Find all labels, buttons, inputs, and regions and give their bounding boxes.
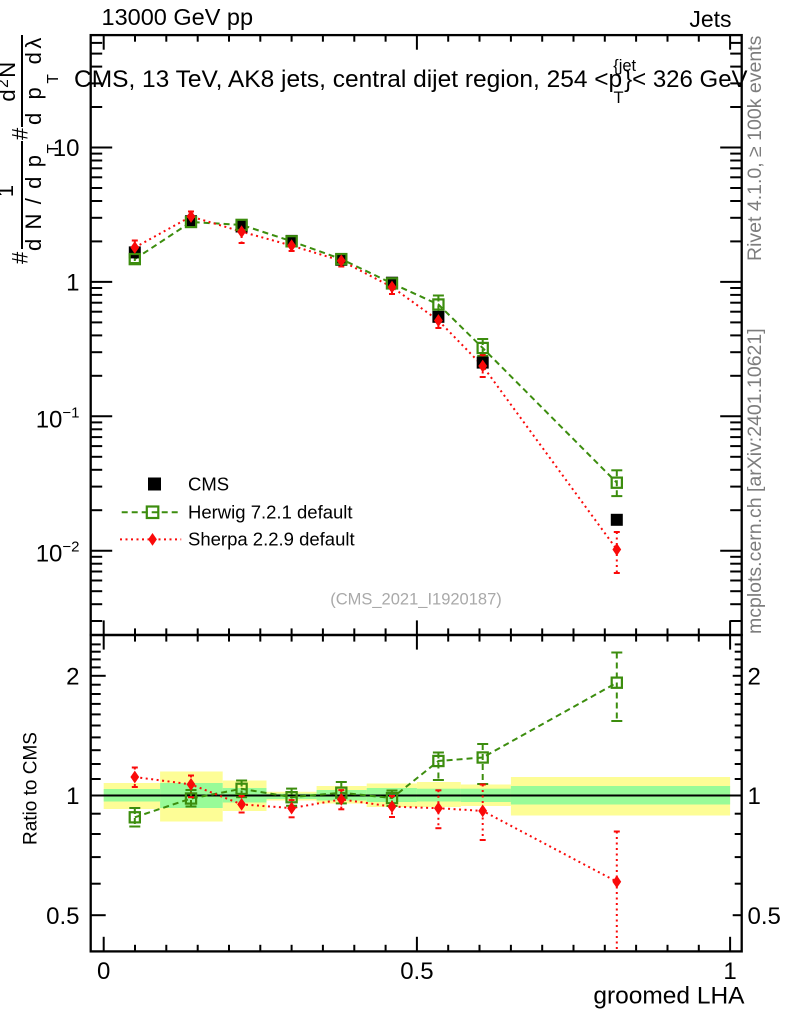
svg-text:Jets: Jets: [689, 6, 731, 32]
svg-text:2: 2: [748, 664, 761, 691]
svg-text:Herwig 7.2.1 default: Herwig 7.2.1 default: [188, 502, 353, 523]
svg-text:(CMS_2021_I1920187): (CMS_2021_I1920187): [330, 591, 502, 609]
svg-text:2: 2: [66, 664, 79, 691]
svg-text:10: 10: [53, 135, 80, 162]
svg-text:T: T: [614, 89, 624, 107]
svg-text:d2N: d2N: [0, 60, 20, 101]
svg-text:groomed LHA: groomed LHA: [593, 983, 745, 1010]
svg-text:#: #: [8, 251, 33, 264]
svg-text:Ratio to CMS: Ratio to CMS: [21, 732, 42, 845]
svg-text:CMS: CMS: [188, 474, 229, 495]
svg-text:1: 1: [66, 783, 79, 810]
svg-text:1: 1: [748, 783, 761, 810]
svg-text:1: 1: [66, 270, 79, 297]
svg-text:0.5: 0.5: [400, 958, 433, 985]
svg-text:0: 0: [97, 958, 110, 985]
svg-text:Rivet 4.1.0, ≥ 100k events: Rivet 4.1.0, ≥ 100k events: [744, 35, 766, 261]
svg-text:1: 1: [0, 185, 18, 197]
svg-text:#: #: [8, 127, 33, 140]
svg-text:13000 GeV pp: 13000 GeV pp: [102, 4, 254, 30]
svg-text:0.5: 0.5: [46, 903, 79, 930]
svg-text:Sherpa 2.2.9 default: Sherpa 2.2.9 default: [188, 529, 355, 550]
svg-text:mcplots.cern.ch [arXiv:2401.10: mcplots.cern.ch [arXiv:2401.10621]: [744, 328, 766, 634]
svg-text:1: 1: [723, 958, 736, 985]
svg-text:0.5: 0.5: [748, 903, 781, 930]
